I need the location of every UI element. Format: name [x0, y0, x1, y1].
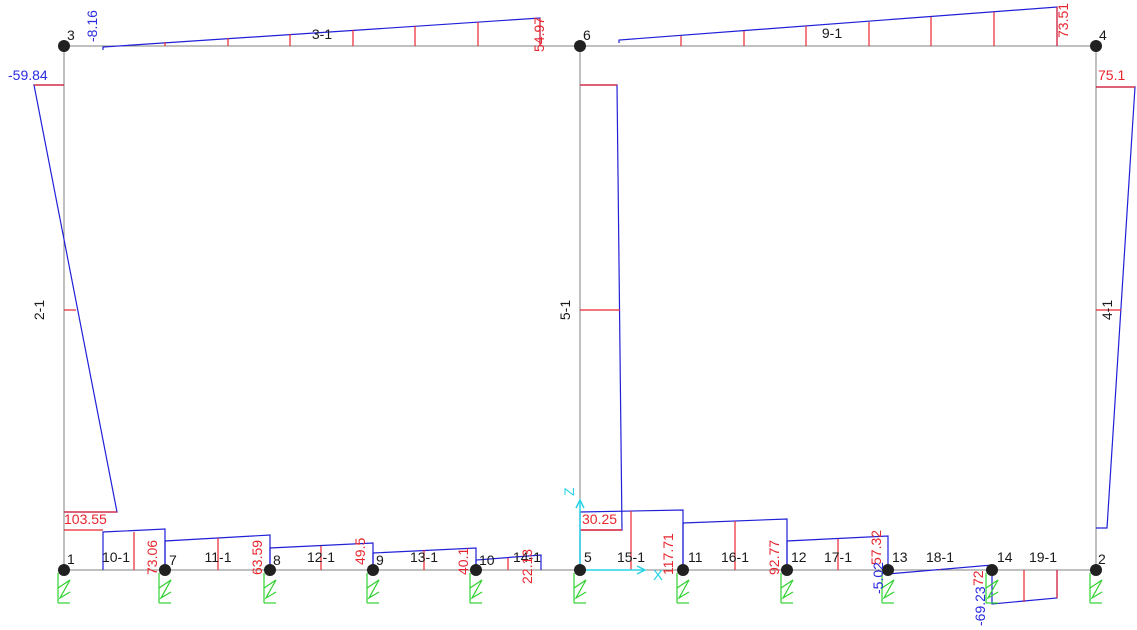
ordinates-3-1 [164, 18, 541, 46]
axis-x-arrow [636, 565, 647, 575]
node-8[interactable] [264, 564, 276, 576]
moment-value-label: 73.06 [144, 540, 160, 575]
ordinates-5-1 [580, 84, 622, 531]
moment-value-label: -8.16 [84, 10, 100, 42]
node-label-10: 10 [479, 552, 495, 568]
node-5[interactable] [574, 564, 586, 576]
member-label: 4-1 [1099, 300, 1115, 320]
node-label-12: 12 [791, 549, 807, 565]
moment-value-label: 117.71 [660, 533, 676, 575]
axis-x-label: X [653, 567, 663, 584]
moment-value-label: 92.77 [766, 540, 782, 575]
node-6[interactable] [574, 40, 586, 52]
node-13[interactable] [882, 564, 894, 576]
ordinates-4-1 [1096, 86, 1135, 311]
moment-value-label: 57.32 [868, 530, 884, 565]
member-label: 11-1 [205, 549, 232, 565]
moment-value-label: -69.23 [972, 586, 988, 626]
moment-value-label: 75.1 [1098, 67, 1125, 83]
moment-diagrams [33, 6, 1136, 605]
node-9[interactable] [367, 564, 379, 576]
support-9 [366, 573, 380, 604]
support-1 [57, 573, 71, 604]
moment-curve-5-1 [580, 84, 623, 531]
member-label: 9-1 [822, 25, 842, 41]
axis-triad: Z X [561, 487, 663, 584]
moment-value-label: 49.5 [352, 538, 368, 565]
member-label: 12-1 [307, 549, 335, 565]
axis-z-label: Z [561, 487, 577, 496]
ordinates-9-1 [680, 7, 1058, 46]
node-7[interactable] [159, 564, 171, 576]
member-label: 17-1 [824, 549, 852, 565]
member-label: 19-1 [1029, 549, 1057, 565]
member-label: 14-1 [513, 549, 541, 565]
node-label-4: 4 [1099, 27, 1107, 43]
node-10[interactable] [470, 564, 482, 576]
moment-value-label: -5.02 [870, 562, 886, 594]
value-labels: -59.84 -8.16 54.97 73.51 75.1 103.55 73.06 63.5… [8, 3, 1125, 626]
node-11[interactable] [677, 564, 689, 576]
node-label-8: 8 [273, 552, 281, 568]
node-3[interactable] [58, 40, 70, 52]
support-2 [1089, 573, 1103, 604]
supports [57, 573, 1103, 604]
support-12 [780, 573, 794, 604]
member-labels: 2-1 3-1 4-1 5-1 9-1 10-1 11-1 12-1 13-1 14-1 15-1 1… [31, 25, 1115, 565]
node-2[interactable] [1090, 564, 1102, 576]
moment-curve-2-1 [33, 84, 118, 513]
member-label: 15-1 [617, 549, 645, 565]
member-label: 3-1 [312, 26, 332, 42]
node-label-7: 7 [169, 552, 177, 568]
moment-value-label: 103.55 [64, 511, 107, 527]
node-label-9: 9 [376, 552, 384, 568]
support-11 [676, 573, 690, 604]
node-1[interactable] [58, 564, 70, 576]
node-label-3: 3 [67, 27, 75, 43]
support-10 [469, 573, 483, 604]
member-label: 5-1 [557, 300, 573, 320]
node-label-11: 11 [688, 549, 703, 565]
moment-value-label: 30.25 [582, 511, 617, 527]
frame-members [63, 45, 1097, 571]
support-5 [573, 573, 587, 604]
node-4[interactable] [1090, 40, 1102, 52]
axis-z-arrow [575, 498, 585, 509]
node-14[interactable] [986, 564, 998, 576]
support-13 [881, 573, 895, 604]
nodes [58, 40, 1102, 576]
member-label: 16-1 [721, 549, 749, 565]
node-label-5: 5 [584, 549, 592, 565]
member-label: 2-1 [31, 300, 47, 320]
moment-value-label: -59.84 [8, 67, 48, 83]
moment-value-label: 54.97 [531, 17, 547, 52]
support-7 [158, 573, 172, 604]
ordinates-2-1 [34, 84, 117, 513]
moment-value-label: 22.13 [519, 549, 535, 584]
node-label-14: 14 [997, 549, 1013, 565]
support-14 [985, 573, 999, 604]
moment-value-label: 40.1 [455, 548, 471, 575]
moment-value-label: 63.59 [249, 540, 265, 575]
member-label: 13-1 [410, 549, 438, 565]
member-label: 18-1 [926, 549, 954, 565]
node-label-13: 13 [892, 549, 908, 565]
node-label-6: 6 [583, 27, 591, 43]
ordinates-foundation [64, 511, 1058, 602]
node-12[interactable] [781, 564, 793, 576]
moment-value-label: 73.51 [1055, 3, 1071, 38]
node-label-1: 1 [67, 551, 75, 567]
member-label: 10-1 [102, 549, 130, 565]
support-8 [263, 573, 277, 604]
moment-value-label: 72 [970, 570, 986, 586]
node-label-2: 2 [1098, 551, 1106, 567]
